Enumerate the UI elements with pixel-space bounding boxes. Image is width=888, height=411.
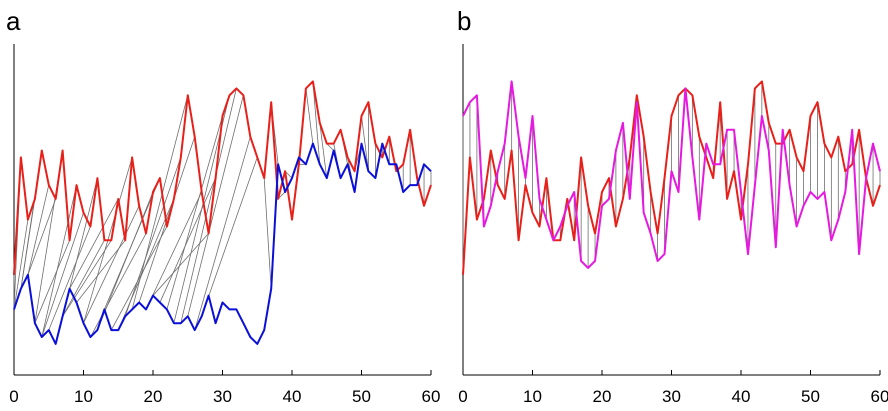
alignment-connector [361, 115, 369, 172]
panel-label: b [457, 6, 471, 36]
alignment-connector [13, 219, 29, 310]
x-tick-label: 10 [74, 387, 93, 406]
alignment-connector [41, 212, 84, 338]
x-tick-label: 10 [523, 387, 542, 406]
x-tick-label: 40 [732, 387, 751, 406]
alignment-connector [312, 81, 321, 165]
alignment-connector [48, 226, 91, 331]
alignment-connectors [13, 81, 432, 345]
alignment-connector [319, 122, 328, 179]
x-tick-label: 30 [213, 387, 232, 406]
x-tick-label: 50 [801, 387, 820, 406]
reference-series-line [462, 80, 881, 275]
alignment-connector [90, 233, 147, 338]
alignment-connector [194, 136, 251, 331]
x-tick-label: 0 [458, 387, 467, 406]
alignment-connector [27, 198, 57, 275]
alignment-connector [27, 184, 50, 275]
alignment-connector [117, 198, 175, 331]
panel-label: a [6, 6, 21, 36]
x-tick-label: 20 [593, 387, 612, 406]
alignment-connector [76, 240, 126, 303]
x-tick-label: 60 [422, 387, 441, 406]
alignment-connector [83, 205, 140, 324]
x-tick-label: 50 [352, 387, 371, 406]
x-tick-label: 0 [9, 387, 18, 406]
alignment-connector [62, 240, 105, 317]
alignment-connector [166, 115, 223, 310]
alignment-connector [180, 88, 237, 324]
alignment-connector [201, 157, 258, 317]
x-tick-label: 30 [662, 387, 681, 406]
x-tick-label: 60 [871, 387, 888, 406]
alignment-connector [124, 157, 182, 317]
x-tick-label: 40 [283, 387, 302, 406]
panel-a: a 0 10 20 30 40 50 60 [6, 6, 440, 406]
alignment-connector [187, 95, 244, 317]
alignment-connector [305, 88, 314, 144]
alignment-connector [131, 95, 189, 310]
x-tick-label: 20 [144, 387, 163, 406]
alignment-connector [34, 240, 70, 324]
alignment-connector [159, 177, 216, 303]
alignment-connector [263, 178, 272, 289]
aligned-series-line [13, 142, 432, 345]
alignment-connector [69, 198, 119, 289]
alignment-connector [326, 143, 334, 151]
alignment-connector [110, 226, 168, 331]
reference-series-line [13, 80, 432, 275]
alignment-connector [145, 191, 203, 310]
alignment-connector [41, 184, 77, 338]
alignment-connector [62, 240, 112, 317]
aligned-series-line [462, 80, 881, 269]
panel-b: b 0 10 20 30 40 50 60 [457, 6, 888, 406]
